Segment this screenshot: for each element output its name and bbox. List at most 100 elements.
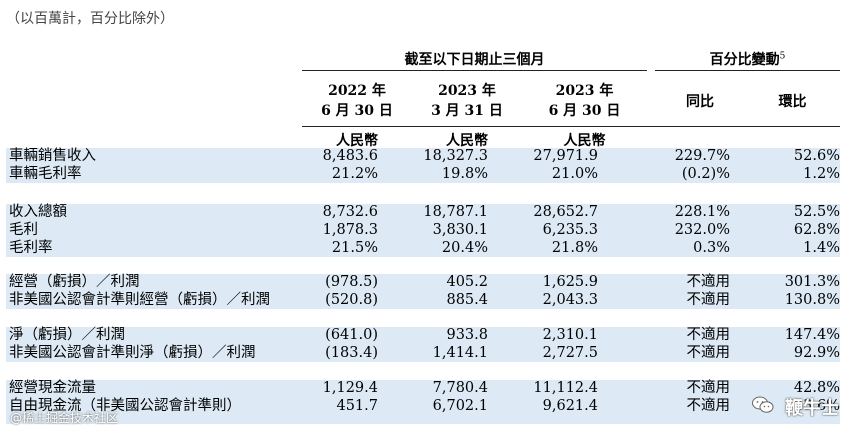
cell-v1: (520.8) xyxy=(325,292,378,308)
cell-v3: 2,727.5 xyxy=(542,345,598,361)
col-header-q2-2022: 2022 年 6 月 30 日 xyxy=(302,80,412,120)
row-label: 非美國公認會計準則淨（虧損）／利潤 xyxy=(9,345,256,361)
header-period-rule xyxy=(302,70,647,71)
row-label: 毛利率 xyxy=(9,240,53,256)
cell-yoy: 232.0% xyxy=(674,222,730,238)
table-row: 經營（虧損）／利潤 (978.5) 405.2 1,625.9 不適用 301.3% xyxy=(0,274,845,291)
table-row: 淨（虧損）／利潤 (641.0) 933.8 2,310.1 不適用 147.4% xyxy=(0,327,845,344)
row-label: 車輛銷售收入 xyxy=(9,148,96,164)
table-row: 收入總額 8,732.6 18,787.1 28,652.7 228.1% 52.5% xyxy=(0,204,845,221)
wechat-icon xyxy=(752,396,774,413)
table-row: 車輛銷售收入 8,483.6 18,327.3 27,971.9 229.7% 52.6% xyxy=(0,148,845,165)
cell-v3: 9,621.4 xyxy=(542,398,598,414)
cell-qoq: 1.2% xyxy=(803,166,840,182)
cell-qoq: 130.8% xyxy=(784,292,840,308)
row-label: 經營（虧損）／利潤 xyxy=(9,274,140,290)
units-note: （以百萬計，百分比除外） xyxy=(6,11,174,27)
cell-yoy: 不適用 xyxy=(686,345,731,361)
col-header-q2-2023: 2023 年 6 月 30 日 xyxy=(522,80,647,120)
table-row: 自由現金流（非美國公認會計準則） 451.7 6,702.1 9,621.4 不適用 43… xyxy=(0,398,845,415)
cell-qoq: 52.5% xyxy=(793,204,840,220)
cell-v2: 3,830.1 xyxy=(432,222,488,238)
header-change-label: 百分比變動 xyxy=(709,52,780,68)
cell-yoy: 0.3% xyxy=(693,240,730,256)
cell-yoy: 不適用 xyxy=(686,274,731,290)
row-label: 毛利 xyxy=(9,222,38,238)
cell-v3: 2,043.3 xyxy=(542,292,598,308)
cell-v1: 21.5% xyxy=(331,240,378,256)
cell-v3: 2,310.1 xyxy=(542,327,598,343)
cell-yoy: 不適用 xyxy=(686,398,731,414)
header-bottom-rule xyxy=(302,126,840,127)
cell-v1: 451.7 xyxy=(336,398,378,414)
cell-v3: 21.0% xyxy=(551,166,598,182)
cell-v2: 6,702.1 xyxy=(432,398,488,414)
watermark-text: 鞭牛士 xyxy=(785,398,839,419)
cell-qoq: 301.3% xyxy=(784,274,840,290)
table-row: 經營現金流量 1,129.4 7,780.4 11,112.4 不適用 42.8% xyxy=(0,380,845,397)
col-header-q1-2023: 2023 年 3 月 31 日 xyxy=(412,80,522,120)
cell-qoq: 92.9% xyxy=(793,345,840,361)
col-header-qoq: 環比 xyxy=(778,94,807,110)
header-change-footnote: 5 xyxy=(779,51,786,62)
currency-label: 人民幣 xyxy=(446,133,488,149)
table-band xyxy=(6,204,840,257)
cell-yoy: 不適用 xyxy=(686,292,731,308)
cell-v3: 6,235.3 xyxy=(542,222,598,238)
cell-v2: 18,787.1 xyxy=(423,204,488,220)
cell-v1: (183.4) xyxy=(325,345,378,361)
header-change-group: 百分比變動5 xyxy=(655,49,840,69)
table-row: 非美國公認會計準則淨（虧損）／利潤 (183.4) 1,414.1 2,727.5 不適… xyxy=(0,345,845,362)
table-band xyxy=(6,274,840,309)
cell-v1: 1,878.3 xyxy=(322,222,378,238)
col-header-date: 6 月 30 日 xyxy=(321,103,393,119)
cell-v1: 8,483.6 xyxy=(322,148,378,164)
row-label: 淨（虧損）／利潤 xyxy=(9,327,125,343)
currency-label: 人民幣 xyxy=(336,133,378,149)
cell-v2: 933.8 xyxy=(446,327,488,343)
cell-yoy: 不適用 xyxy=(686,327,731,343)
cell-v2: 1,414.1 xyxy=(432,345,488,361)
cell-v2: 7,780.4 xyxy=(432,380,488,396)
row-label: 車輛毛利率 xyxy=(9,166,82,182)
cell-v2: 20.4% xyxy=(441,240,488,256)
cell-v3: 1,625.9 xyxy=(542,274,598,290)
cell-v3: 28,652.7 xyxy=(533,204,598,220)
cell-v2: 18,327.3 xyxy=(423,148,488,164)
row-label: 收入總額 xyxy=(9,204,67,220)
cell-v3: 21.8% xyxy=(551,240,598,256)
cell-yoy: 不適用 xyxy=(686,380,731,396)
cell-v1: (641.0) xyxy=(325,327,378,343)
col-header-date: 3 月 31 日 xyxy=(431,103,503,119)
cell-yoy: (0.2)% xyxy=(681,166,730,182)
table-row: 毛利率 21.5% 20.4% 21.8% 0.3% 1.4% xyxy=(0,240,845,257)
cell-v1: (978.5) xyxy=(325,274,378,290)
cell-v1: 8,732.6 xyxy=(322,204,378,220)
table-band xyxy=(6,380,840,424)
cell-v2: 885.4 xyxy=(446,292,488,308)
cell-qoq: 42.8% xyxy=(793,380,840,396)
table-row: 毛利 1,878.3 3,830.1 6,235.3 232.0% 62.8% xyxy=(0,222,845,239)
cell-qoq: 62.8% xyxy=(793,222,840,238)
cell-yoy: 229.7% xyxy=(674,148,730,164)
col-header-year: 2023 年 xyxy=(438,83,496,99)
row-label: 自由現金流（非美國公認會計準則） xyxy=(9,398,241,414)
cell-v3: 11,112.4 xyxy=(533,380,598,396)
cell-qoq: 147.4% xyxy=(784,327,840,343)
col-header-year: 2022 年 xyxy=(328,83,386,99)
cell-yoy: 228.1% xyxy=(674,204,730,220)
cell-v1: 21.2% xyxy=(331,166,378,182)
cell-qoq: 1.4% xyxy=(803,240,840,256)
cell-v2: 405.2 xyxy=(446,274,488,290)
cell-v1: 1,129.4 xyxy=(322,380,378,396)
header-period-group: 截至以下日期止三個月 xyxy=(404,52,545,68)
table-band xyxy=(6,327,840,362)
col-header-yoy: 同比 xyxy=(686,94,714,110)
currency-label: 人民幣 xyxy=(563,133,606,149)
watermark-bottom: @稀土掘金技术社区 xyxy=(10,411,119,425)
cell-v3: 27,971.9 xyxy=(533,148,598,164)
header-change-rule xyxy=(655,70,840,71)
col-header-date: 6 月 30 日 xyxy=(548,103,621,119)
cell-qoq: 52.6% xyxy=(793,148,840,164)
table-row: 車輛毛利率 21.2% 19.8% 21.0% (0.2)% 1.2% xyxy=(0,166,845,183)
